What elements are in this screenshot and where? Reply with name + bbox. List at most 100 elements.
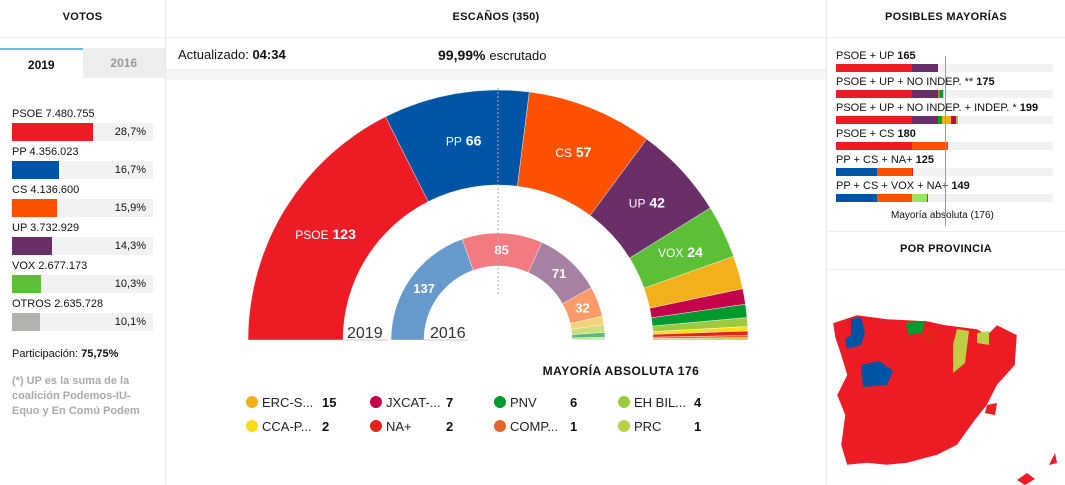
majority-bar (836, 142, 1053, 150)
seat-arc-2016-cc[interactable] (571, 338, 606, 341)
majorities-panel: POSIBLES MAYORÍAS PSOE + UP 165 PSOE + UP… (827, 0, 1065, 485)
majority-bar (836, 194, 1053, 202)
majority-bar-segment (943, 90, 945, 98)
legend-item[interactable]: JXCAT-... 7 (370, 392, 494, 412)
map-region-pp-galicia[interactable] (845, 317, 865, 349)
legend-dot-icon (246, 420, 258, 432)
legend-item[interactable]: COMP... 1 (494, 416, 618, 436)
scrutiny-label: escrutado (489, 48, 547, 63)
majority-row[interactable]: PSOE + UP + NO INDEP. ** 175 (836, 76, 1065, 102)
seat-label: 85 (494, 243, 508, 258)
legend-value: 1 (694, 418, 702, 434)
legend-item[interactable]: ERC-S... 15 (246, 392, 370, 412)
vote-label: UP 3.732.929 (12, 222, 80, 234)
map-region-erc[interactable] (953, 329, 969, 373)
legend-value: 4 (694, 394, 702, 410)
vote-bar: 10,3% (12, 275, 153, 293)
seats-panel: ESCAÑOS (350) Actualizado: 04:34 99,99% … (166, 0, 827, 484)
legend-name: COMP... (510, 418, 559, 434)
vote-pct: 10,3% (114, 278, 146, 290)
vote-bar-fill (12, 313, 41, 331)
majority-label: PP + CS + VOX + NA+ 149 (836, 180, 970, 192)
vote-bar: 14,3% (12, 237, 153, 255)
legend-item[interactable]: EH BIL... 4 (618, 392, 742, 412)
legend-value: 2 (446, 418, 454, 434)
legend-item[interactable]: PRC 1 (618, 416, 742, 436)
majority-bar (836, 168, 1053, 176)
majority-bar-segment (912, 116, 939, 124)
vote-pct: 14,3% (114, 240, 146, 252)
legend-name: CCA-P... (262, 418, 312, 434)
majority-row[interactable]: PSOE + UP + NO INDEP. + INDEP. * 199 (836, 102, 1065, 128)
majority-label: PP + CS + NA+ 125 (836, 154, 934, 166)
seat-label: PP 66 (446, 132, 482, 148)
legend-name: PRC (634, 418, 662, 434)
majority-bar-segment (938, 116, 942, 124)
legend-item[interactable]: CCA-P... 2 (246, 416, 370, 436)
seat-label: 32 (575, 300, 589, 315)
map-region-erc-girona[interactable] (977, 331, 989, 345)
map-balearic[interactable] (985, 403, 997, 415)
map-region-pp-castilla[interactable] (861, 361, 893, 387)
legend-name: ERC-S... (262, 394, 314, 410)
seat-label: UP 42 (629, 195, 665, 211)
vote-bar-fill (12, 237, 53, 255)
legend-dot-icon (494, 396, 506, 408)
footnote: (*) UP es la suma de la coalición Podemo… (12, 375, 140, 417)
majority-bar-segment (912, 168, 914, 176)
majority-bar-segment (912, 90, 939, 98)
vote-bar-fill (12, 123, 93, 141)
legend-dot-icon (370, 396, 382, 408)
majority-row[interactable]: PP + CS + VOX + NA+ 149 (836, 180, 1065, 206)
vote-pct: 15,9% (114, 202, 146, 214)
participation: Participación: 75,75% (12, 348, 153, 360)
majority-line (945, 56, 947, 226)
tab-2016[interactable]: 2016 (82, 48, 165, 78)
vote-row-psoe: PSOE 7.480.755 28,7% (12, 106, 153, 144)
majority-title: MAYORÍA ABSOLUTA 176 (542, 364, 700, 378)
legend-name: NA+ (386, 418, 412, 434)
map-region-pnv[interactable] (905, 321, 925, 335)
seat-arc-2019-prc[interactable] (652, 337, 749, 341)
legend-value: 6 (570, 394, 578, 410)
majority-row[interactable]: PSOE + UP 165 (836, 50, 1065, 76)
vote-pct: 28,7% (114, 126, 146, 138)
map-canary[interactable] (1017, 453, 1057, 485)
majority-label: PSOE + CS 180 (836, 128, 916, 140)
vote-bar: 16,7% (12, 161, 153, 179)
spain-map-mainland[interactable] (832, 314, 1018, 466)
province-title: POR PROVINCIA (827, 232, 1065, 270)
tab-2019[interactable]: 2019 (0, 48, 83, 78)
vote-bar-fill (12, 275, 42, 293)
participation-label: Participación: (12, 348, 79, 360)
majority-label: PSOE + UP + NO INDEP. ** 175 (836, 76, 995, 88)
legend-item[interactable]: PNV 6 (494, 392, 618, 412)
majority-label: PSOE + UP 165 (836, 50, 916, 62)
legend-item[interactable]: NA+ 2 (370, 416, 494, 436)
year-2016-label: 2016 (430, 325, 466, 342)
majority-bar-segment (951, 116, 956, 124)
legend-dot-icon (618, 396, 630, 408)
vote-row-cs: CS 4.136.600 15,9% (12, 182, 153, 220)
majority-bar-segment (876, 194, 913, 202)
votes-title: VOTOS (0, 0, 165, 38)
legend-value: 7 (446, 394, 454, 410)
status-bar: Actualizado: 04:34 99,99% escrutado (166, 38, 826, 70)
seat-arc-2019-psoe[interactable] (247, 116, 429, 341)
legend-value: 1 (570, 418, 578, 434)
seat-label: PSOE 123 (295, 226, 356, 242)
vote-row-vox: VOX 2.677.173 10,3% (12, 258, 153, 296)
majority-row[interactable]: PSOE + CS 180 (836, 128, 1065, 154)
majority-row[interactable]: PP + CS + NA+ 125 (836, 154, 1065, 180)
map-region-na[interactable] (921, 327, 937, 347)
legend-value: 2 (322, 418, 330, 434)
vote-pct: 10,1% (114, 316, 146, 328)
vote-label: VOX 2.677.173 (12, 260, 88, 272)
majority-bar-segment (836, 90, 913, 98)
majority-bar-segment (912, 194, 928, 202)
updated: Actualizado: 04:34 (178, 47, 286, 62)
vote-label: OTROS 2.635.728 (12, 298, 104, 310)
legend-name: EH BIL... (634, 394, 687, 410)
vote-bar-fill (12, 199, 57, 217)
vote-bar: 28,7% (12, 123, 153, 141)
